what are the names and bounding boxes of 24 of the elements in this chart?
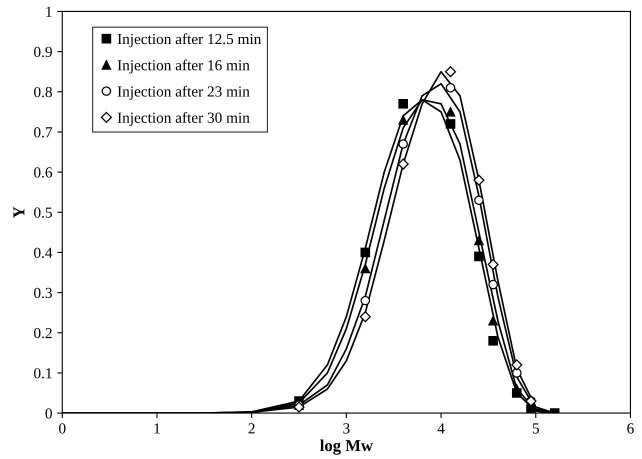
y-tick-label: 0.7 [34, 127, 52, 138]
x-tick-label: 3 [343, 423, 350, 434]
y-tick-label: 0.3 [34, 288, 52, 298]
y-tick-label: 0.2 [34, 328, 52, 338]
y-tick-label: 0.4 [34, 248, 52, 258]
legend-label: Injection after 30 min [118, 112, 250, 126]
legend-label: Injection after 23 min [118, 86, 250, 100]
y-tick-label: 0.9 [34, 46, 52, 58]
y-tick-label: 0.6 [34, 167, 52, 178]
x-tick-label: 2 [248, 423, 255, 434]
y-tick-label: 0.1 [34, 368, 52, 378]
legend-label: Injection after 16 min [118, 59, 250, 74]
legend-label: Injection after 12.5 min [118, 33, 262, 48]
x-tick-label: 4 [438, 423, 445, 434]
x-axis-title: log Mw [320, 439, 373, 455]
y-tick-label: 0.5 [34, 207, 52, 218]
x-tick-label: 6 [627, 423, 634, 434]
y-tick-label: 0.8 [34, 86, 52, 98]
y-axis-title: Y [13, 206, 24, 218]
x-tick-label: 0 [59, 423, 66, 434]
y-tick-label: 1 [46, 6, 52, 17]
y-tick-label: 0 [45, 408, 52, 419]
x-tick-label: 5 [532, 423, 539, 434]
x-tick-label: 1 [154, 423, 160, 434]
